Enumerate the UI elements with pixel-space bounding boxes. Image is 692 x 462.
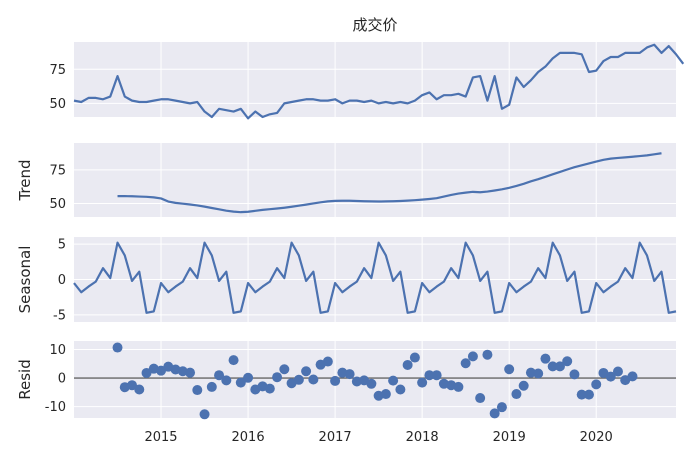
resid-point	[279, 364, 290, 375]
resid-point	[322, 356, 333, 367]
resid-point	[330, 375, 341, 386]
y-axis-label: Trend	[16, 159, 34, 201]
y-axis-label: Resid	[16, 359, 34, 399]
resid-point	[467, 351, 478, 362]
panel-background	[74, 143, 676, 217]
resid-point	[511, 389, 522, 400]
y-tick-label: -10	[45, 400, 66, 415]
resid-point	[344, 369, 355, 380]
resid-point	[554, 361, 565, 372]
resid-point	[388, 375, 399, 386]
resid-point	[141, 367, 152, 378]
resid-point	[605, 371, 616, 382]
x-tick-label: 2016	[232, 430, 265, 445]
resid-point	[489, 408, 500, 419]
panel-trend: 50 75 Trend	[16, 143, 676, 217]
x-tick-label: 2015	[144, 430, 177, 445]
x-tick-label: 2019	[493, 430, 526, 445]
y-tick-label: -5	[53, 308, 66, 323]
resid-point	[228, 355, 239, 366]
trend-line	[117, 152, 662, 214]
resid-point	[112, 342, 123, 353]
y-tick-label: 0	[58, 372, 66, 387]
chart-title: 成交价	[352, 16, 397, 34]
resid-point	[366, 378, 377, 389]
resid-point	[206, 381, 217, 392]
x-tick-label: 2018	[406, 430, 439, 445]
resid-point	[482, 349, 493, 360]
resid-point	[540, 353, 551, 364]
resid-point	[214, 370, 225, 381]
panel-background	[74, 42, 676, 117]
resid-point	[127, 380, 138, 391]
resid-point	[562, 356, 573, 367]
resid-point	[402, 359, 413, 370]
resid-point	[431, 370, 442, 381]
resid-point	[185, 367, 196, 378]
panel-observed: 50 75	[49, 42, 685, 120]
resid-point	[460, 358, 471, 369]
resid-point	[576, 389, 587, 400]
resid-point	[518, 380, 529, 391]
resid-point	[627, 371, 638, 382]
resid-point	[264, 383, 275, 394]
y-tick-label: 75	[49, 163, 66, 178]
resid-point	[417, 377, 428, 388]
panel-resid: -10 0 10 Resid	[16, 341, 676, 420]
resid-point	[272, 372, 283, 383]
y-axis-label: Seasonal	[16, 246, 34, 314]
resid-point	[293, 374, 304, 385]
resid-point	[547, 361, 558, 372]
resid-point	[221, 375, 232, 386]
resid-point	[192, 385, 203, 396]
x-tick-label: 2017	[319, 430, 352, 445]
resid-point	[409, 352, 420, 363]
observed-line	[73, 43, 685, 120]
resid-point	[525, 367, 536, 378]
resid-point	[569, 369, 580, 380]
y-tick-label: 50	[49, 197, 66, 212]
panel-background	[74, 341, 676, 418]
resid-point	[134, 384, 145, 395]
resid-point	[496, 402, 507, 413]
seasonal-line	[73, 241, 677, 314]
resid-point	[533, 368, 544, 379]
resid-point	[308, 374, 319, 385]
resid-point	[395, 384, 406, 395]
resid-point	[504, 364, 515, 375]
resid-point	[380, 389, 391, 400]
resid-point	[583, 389, 594, 400]
resid-point	[612, 366, 623, 377]
resid-point	[199, 409, 210, 420]
y-tick-label: 50	[49, 97, 66, 112]
panel-seasonal: -5 0 5 Seasonal	[16, 237, 677, 323]
resid-point	[301, 366, 312, 377]
resid-point	[475, 393, 486, 404]
y-tick-label: 75	[49, 63, 66, 78]
resid-point	[453, 381, 464, 392]
resid-point	[243, 372, 254, 383]
y-tick-label: 0	[58, 273, 66, 288]
x-tick-label: 2020	[580, 430, 613, 445]
resid-point	[591, 379, 602, 390]
y-tick-label: 5	[58, 238, 66, 253]
resid-point	[235, 377, 246, 388]
resid-point	[424, 370, 435, 381]
y-tick-label: 10	[49, 343, 66, 358]
